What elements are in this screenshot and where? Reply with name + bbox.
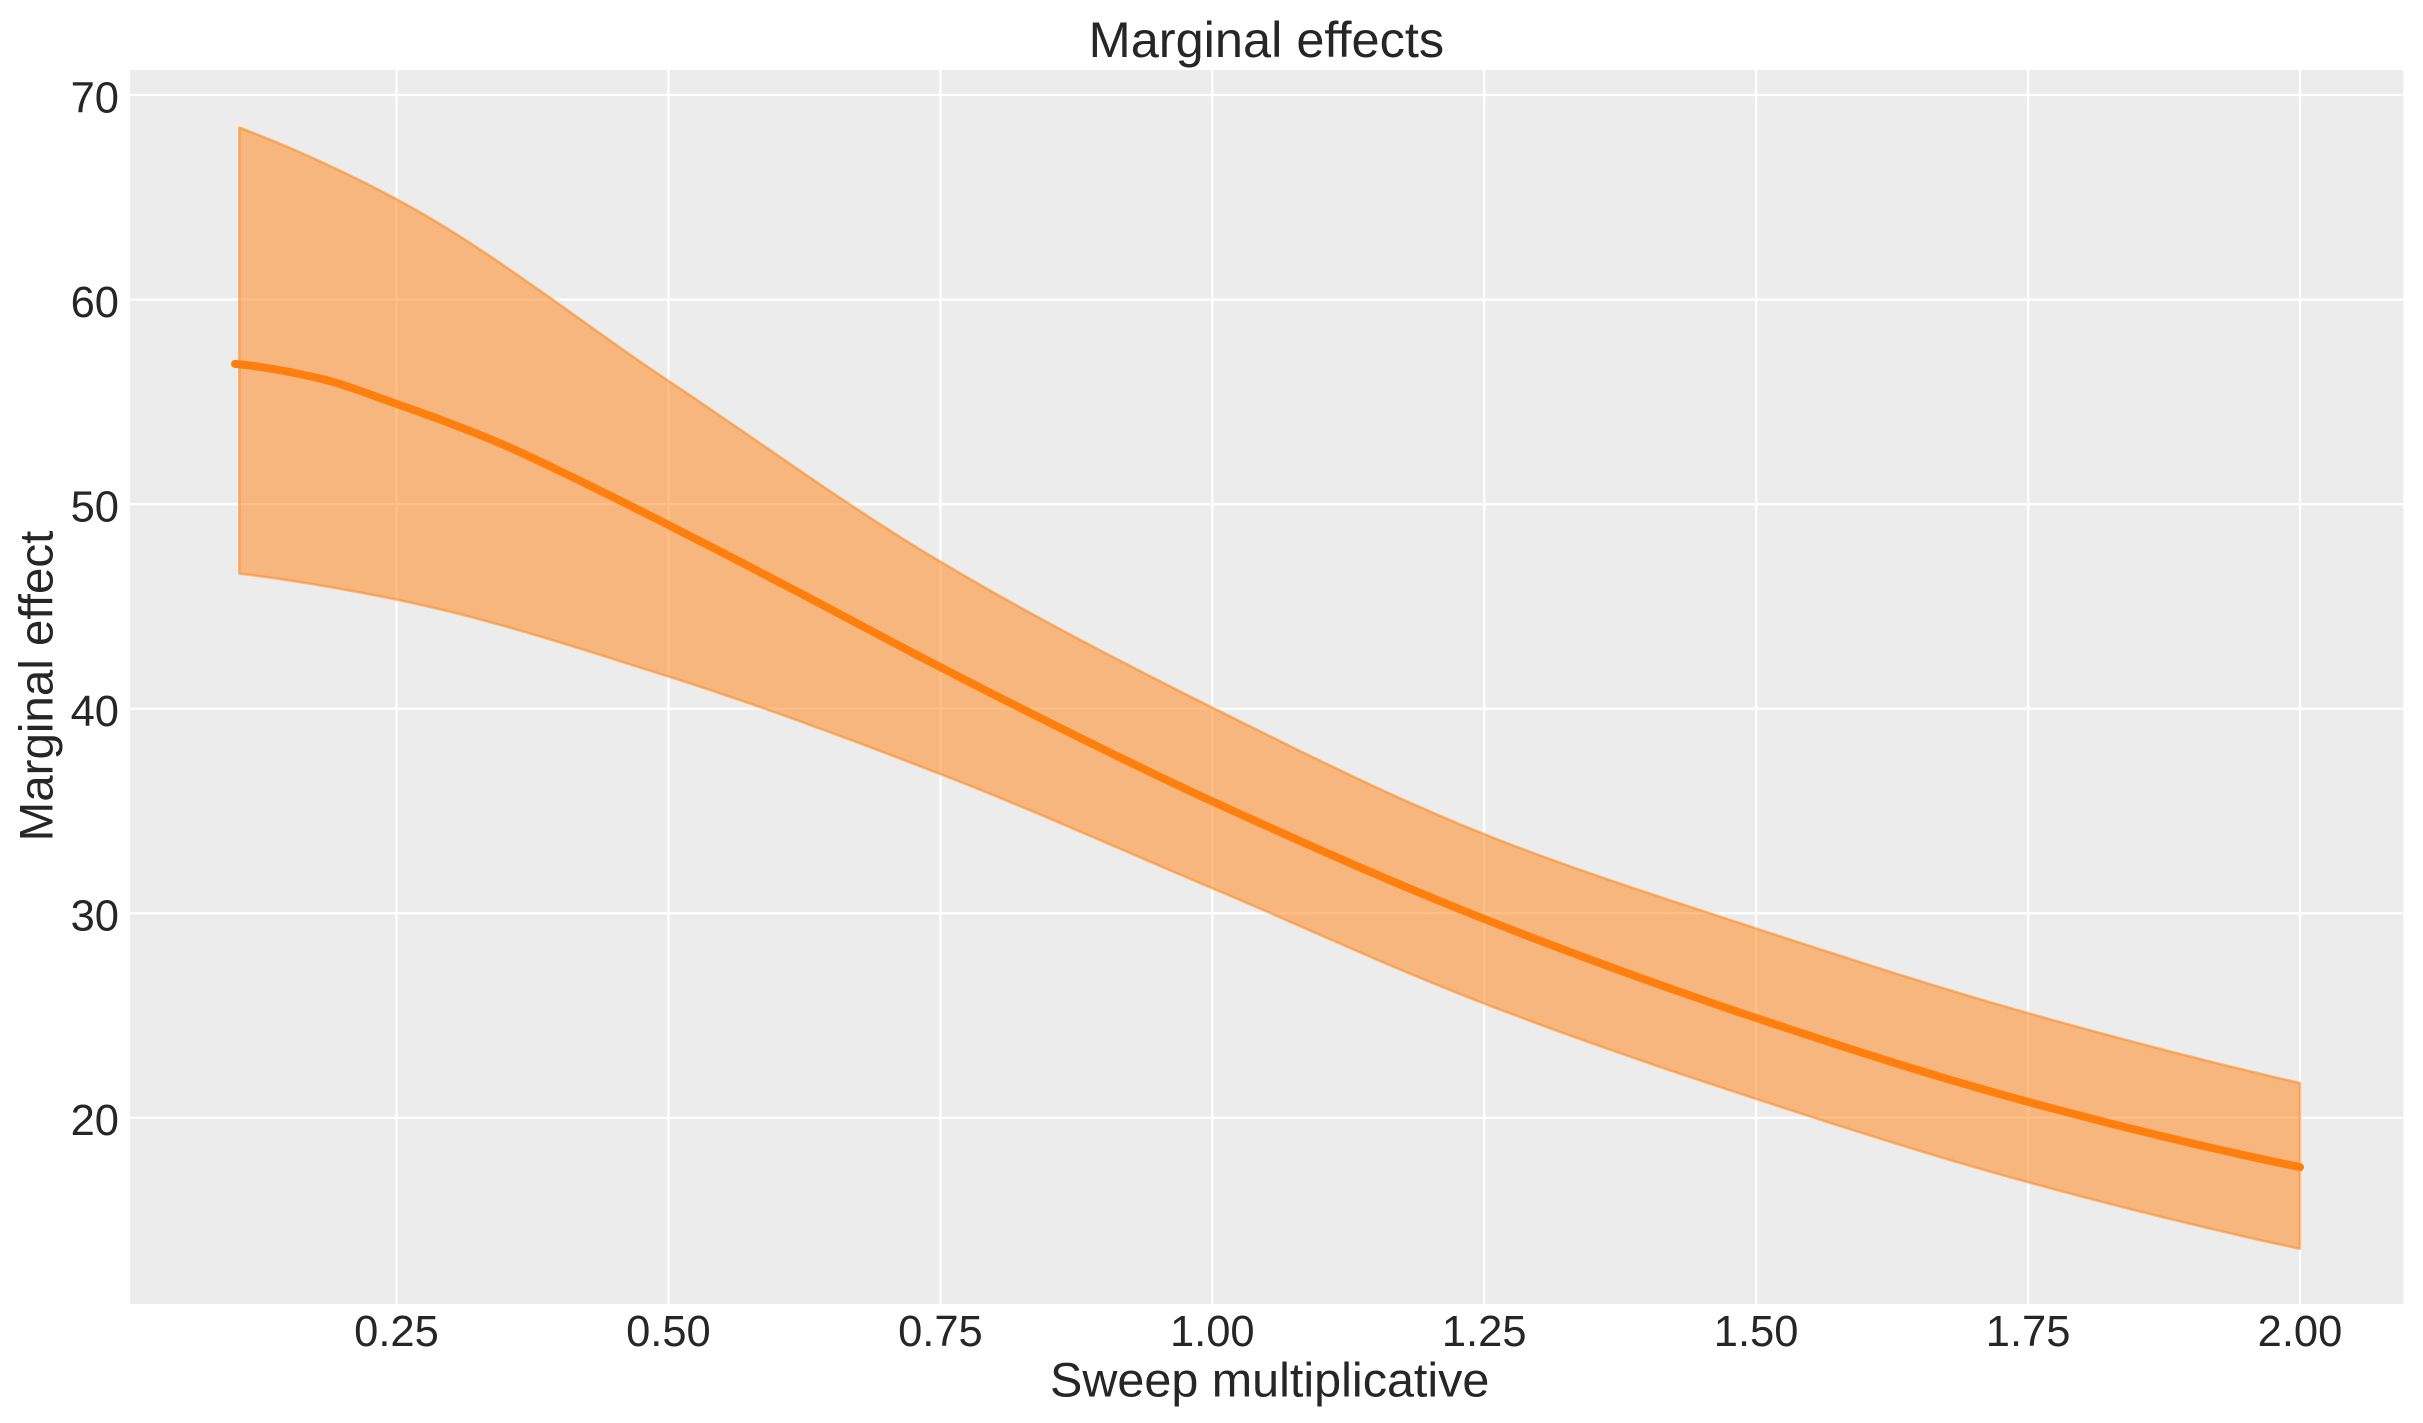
svg-text:0.75: 0.75 — [898, 1308, 983, 1356]
svg-text:0.50: 0.50 — [626, 1308, 711, 1356]
svg-text:1.25: 1.25 — [1442, 1308, 1527, 1356]
svg-text:1.00: 1.00 — [1170, 1308, 1255, 1356]
svg-text:40: 40 — [71, 688, 119, 736]
svg-text:70: 70 — [71, 74, 119, 122]
svg-text:20: 20 — [71, 1097, 119, 1145]
svg-text:60: 60 — [71, 279, 119, 327]
svg-text:1.50: 1.50 — [1714, 1308, 1799, 1356]
svg-text:0.25: 0.25 — [354, 1308, 439, 1356]
svg-text:1.75: 1.75 — [1986, 1308, 2071, 1356]
svg-text:2.00: 2.00 — [2258, 1308, 2343, 1356]
svg-text:50: 50 — [71, 484, 119, 532]
svg-text:Marginal effect: Marginal effect — [11, 531, 64, 842]
svg-text:30: 30 — [71, 893, 119, 941]
svg-text:Sweep multiplicative: Sweep multiplicative — [1050, 1353, 1489, 1407]
svg-text:Marginal effects: Marginal effects — [1089, 11, 1445, 68]
